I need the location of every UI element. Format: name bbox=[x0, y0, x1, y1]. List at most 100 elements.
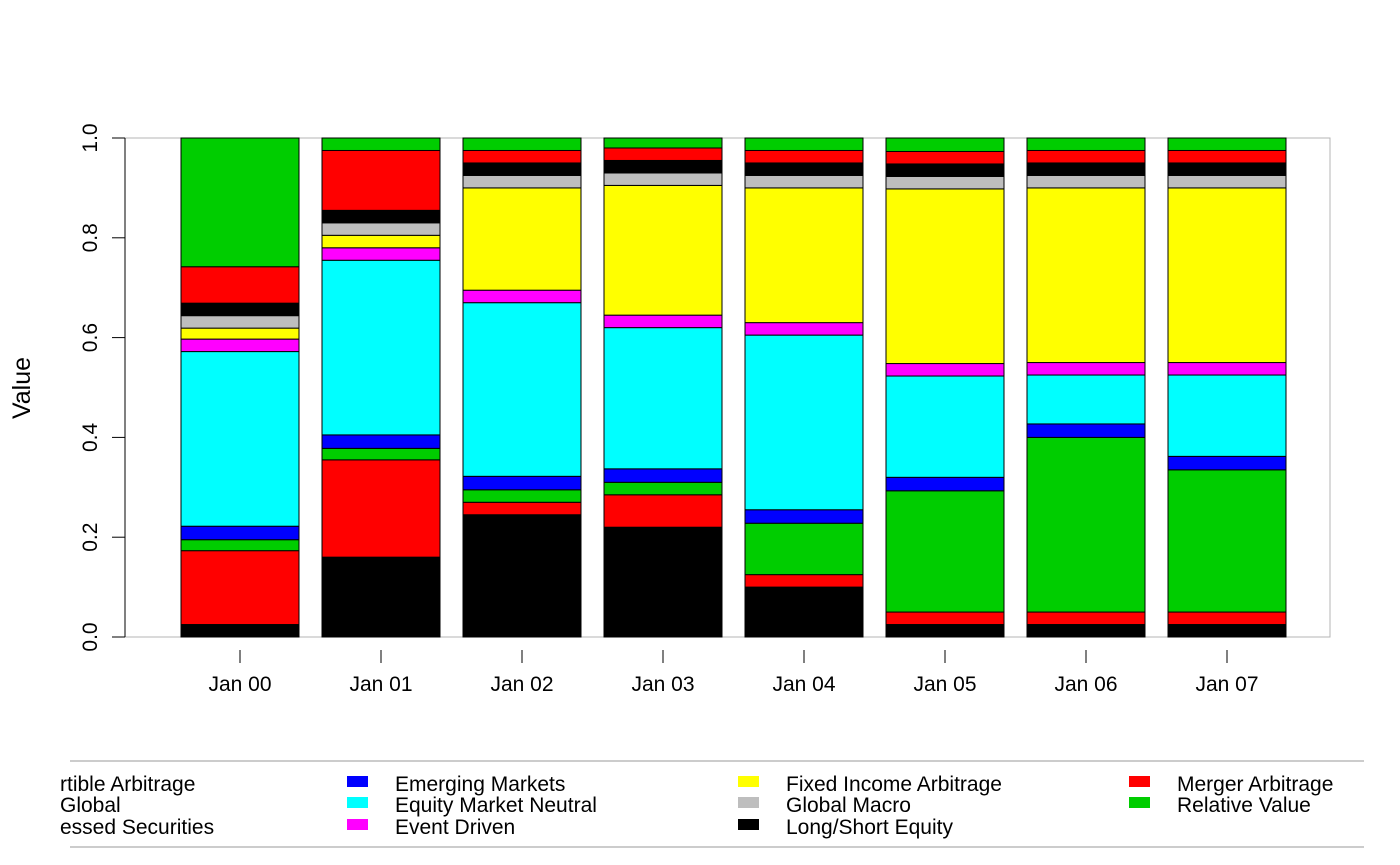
bars-group bbox=[180, 137, 1287, 638]
x-axis: Jan 00 Jan 01 Jan 02 Jan 03 Jan 04 Jan 05 Jan … bbox=[208, 650, 1259, 696]
bar-segment-jan-02-distressed-securities bbox=[462, 489, 582, 503]
bar-segment-jan-00-cta-global bbox=[180, 550, 300, 626]
legend-label-fixed-income-arbitrage: Fixed Income Arbitrage bbox=[786, 773, 1002, 796]
x-tick-label: Jan 01 bbox=[349, 673, 412, 696]
y-tick-label: 0.4 bbox=[79, 422, 102, 452]
y-tick-label: 0.2 bbox=[79, 523, 102, 552]
bar-segment-jan-02-relative-value bbox=[462, 137, 582, 151]
bar-segment-jan-00-equity-market-neutral bbox=[180, 351, 300, 527]
legend-swatch-relative-value bbox=[1129, 797, 1150, 808]
bar-segment-jan-06-emerging-markets bbox=[1026, 423, 1146, 438]
bar-segment-jan-06-fixed-income-arbitrage bbox=[1026, 187, 1146, 364]
x-tick-label: Jan 06 bbox=[1054, 673, 1117, 696]
bar-segment-jan-00-long-short-equity bbox=[180, 302, 300, 317]
y-tick-label: 0.8 bbox=[79, 223, 102, 252]
legend-swatch-event-driven bbox=[347, 819, 368, 830]
bar-segment-jan-02-event-driven bbox=[462, 289, 582, 304]
legend-swatch-merger-arbitrage bbox=[1129, 776, 1150, 787]
bar-segment-jan-03-emerging-markets bbox=[603, 468, 723, 483]
bar-segment-jan-02-long-short-equity bbox=[462, 162, 582, 176]
bar-segment-jan-07-distressed-securities bbox=[1167, 469, 1287, 613]
bar-segment-jan-00-convertible-arbitrage bbox=[180, 624, 300, 638]
y-tick-label: 1.0 bbox=[79, 123, 102, 152]
bar-segment-jan-03-fixed-income-arbitrage bbox=[603, 184, 723, 316]
bar-segment-jan-01-fixed-income-arbitrage bbox=[321, 234, 441, 249]
bar-segment-jan-01-event-driven bbox=[321, 247, 441, 261]
bar-segment-jan-01-global-macro bbox=[321, 222, 441, 236]
x-tick-label: Jan 03 bbox=[631, 673, 694, 696]
bar-segment-jan-02-convertible-arbitrage bbox=[462, 514, 582, 638]
bar-segment-jan-07-long-short-equity bbox=[1167, 162, 1287, 176]
legend-swatch-emerging-markets bbox=[347, 776, 368, 787]
x-tick-label: Jan 05 bbox=[913, 673, 976, 696]
bar-segment-jan-00-merger-arbitrage bbox=[180, 266, 300, 304]
bar-segment-jan-01-merger-arbitrage bbox=[321, 149, 441, 211]
bar-segment-jan-05-convertible-arbitrage bbox=[885, 624, 1005, 638]
x-tick-label: Jan 00 bbox=[208, 673, 271, 696]
bar-segment-jan-04-relative-value bbox=[744, 137, 864, 151]
bar-segment-jan-00-emerging-markets bbox=[180, 525, 300, 541]
bar-segment-jan-02-fixed-income-arbitrage bbox=[462, 187, 582, 291]
bar-segment-jan-03-global-macro bbox=[603, 172, 723, 186]
legend-swatch-long-short-equity bbox=[738, 819, 759, 830]
bar-segment-jan-00-fixed-income-arbitrage bbox=[180, 327, 300, 340]
bar-segment-jan-03-distressed-securities bbox=[603, 481, 723, 496]
bar-segment-jan-02-global-macro bbox=[462, 174, 582, 189]
legend-label-cta-global: Global bbox=[60, 794, 121, 817]
bar-segment-jan-06-distressed-securities bbox=[1026, 436, 1146, 613]
bar-segment-jan-01-convertible-arbitrage bbox=[321, 556, 441, 638]
bar-segment-jan-07-relative-value bbox=[1167, 137, 1287, 151]
bar-segment-jan-00-relative-value bbox=[180, 137, 300, 268]
bar-segment-jan-06-cta-global bbox=[1026, 611, 1146, 626]
bar-segment-jan-07-equity-market-neutral bbox=[1167, 374, 1287, 457]
bar-segment-jan-05-emerging-markets bbox=[885, 476, 1005, 492]
bar-segment-jan-03-convertible-arbitrage bbox=[603, 526, 723, 638]
bar-segment-jan-05-equity-market-neutral bbox=[885, 375, 1005, 478]
bar-segment-jan-01-equity-market-neutral bbox=[321, 259, 441, 436]
x-tick-label: Jan 02 bbox=[490, 673, 553, 696]
bar-segment-jan-04-cta-global bbox=[744, 574, 864, 588]
legend-label-distressed-securities: essed Securities bbox=[60, 816, 214, 839]
legend-swatch-global-macro bbox=[738, 797, 759, 808]
bar-segment-jan-07-merger-arbitrage bbox=[1167, 149, 1287, 164]
bar-segment-jan-02-equity-market-neutral bbox=[462, 302, 582, 477]
bar-segment-jan-02-merger-arbitrage bbox=[462, 149, 582, 164]
bar-segment-jan-03-cta-global bbox=[603, 494, 723, 528]
bar-segment-jan-05-merger-arbitrage bbox=[885, 150, 1005, 165]
legend-label-global-macro: Global Macro bbox=[786, 794, 911, 817]
bar-segment-jan-01-relative-value bbox=[321, 137, 441, 151]
y-axis: 0.0 0.2 0.4 0.6 0.8 1.0 bbox=[79, 123, 126, 652]
x-tick-label: Jan 04 bbox=[772, 673, 835, 696]
bar-segment-jan-06-merger-arbitrage bbox=[1026, 149, 1146, 164]
bar-segment-jan-03-event-driven bbox=[603, 314, 723, 329]
bar-segment-jan-02-emerging-markets bbox=[462, 475, 582, 491]
bar-segment-jan-04-equity-market-neutral bbox=[744, 334, 864, 511]
legend-label-emerging-markets: Emerging Markets bbox=[395, 773, 565, 796]
bar-segment-jan-05-relative-value bbox=[885, 137, 1005, 152]
bar-segment-jan-06-long-short-equity bbox=[1026, 162, 1146, 176]
bar-segment-jan-03-relative-value bbox=[603, 137, 723, 149]
legend-label-long-short-equity: Long/Short Equity bbox=[786, 816, 953, 839]
bar-segment-jan-04-convertible-arbitrage bbox=[744, 586, 864, 638]
bar-segment-jan-05-global-macro bbox=[885, 175, 1005, 190]
bar-segment-jan-05-long-short-equity bbox=[885, 163, 1005, 177]
bar-segment-jan-03-long-short-equity bbox=[603, 159, 723, 174]
bar-segment-jan-01-cta-global bbox=[321, 459, 441, 558]
bar-segment-jan-00-event-driven bbox=[180, 338, 300, 353]
bar-segment-jan-00-global-macro bbox=[180, 315, 300, 329]
bar-segment-jan-04-fixed-income-arbitrage bbox=[744, 187, 864, 324]
x-tick-label: Jan 07 bbox=[1195, 673, 1258, 696]
bar-segment-jan-05-event-driven bbox=[885, 363, 1005, 377]
bar-segment-jan-04-event-driven bbox=[744, 322, 864, 336]
bar-segment-jan-06-event-driven bbox=[1026, 362, 1146, 376]
bar-segment-jan-02-cta-global bbox=[462, 501, 582, 516]
bar-segment-jan-04-long-short-equity bbox=[744, 162, 864, 176]
y-tick-label: 0.6 bbox=[79, 323, 102, 352]
bar-segment-jan-06-convertible-arbitrage bbox=[1026, 624, 1146, 638]
bar-segment-jan-06-equity-market-neutral bbox=[1026, 374, 1146, 425]
bar-segment-jan-00-distressed-securities bbox=[180, 539, 300, 552]
legend-swatch-equity-market-neutral bbox=[347, 797, 368, 808]
legend-label-convertible-arbitrage: rtible Arbitrage bbox=[60, 773, 195, 796]
bar-segment-jan-07-convertible-arbitrage bbox=[1167, 624, 1287, 638]
